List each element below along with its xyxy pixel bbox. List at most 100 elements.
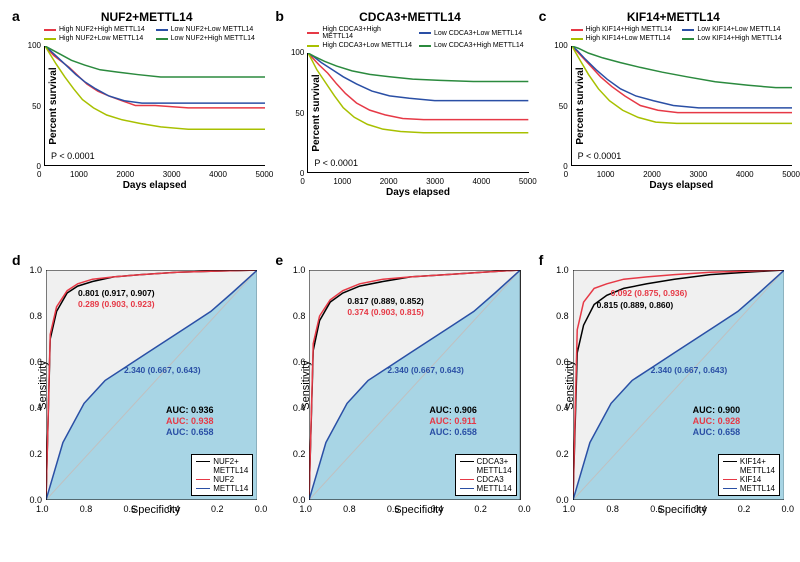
roc-legend-item: METTL14 (196, 484, 248, 493)
roc-legend-item: METTL14 (196, 466, 248, 475)
ytick: 0.4 (287, 403, 305, 413)
xtick: 5000 (782, 170, 800, 179)
xtick: 0.4 (694, 504, 707, 514)
panel-c: c KIF14+METTL14 High KIF14+High METTL14 L… (535, 8, 792, 246)
panel-f-chart: Sensitivity 1.00.80.60.40.20.0 1.00.80.6… (573, 270, 784, 500)
panel-e-label: e (275, 252, 283, 268)
roc-auc: AUC: 0.658 (166, 427, 214, 437)
roc-auc: AUC: 0.658 (693, 427, 741, 437)
legend-swatch (460, 461, 474, 463)
ytick: 1.0 (551, 265, 569, 275)
ytick: 100 (23, 41, 41, 50)
legend-label: High NUF2+High METTL14 (59, 26, 145, 33)
panel-c-xlabel: Days elapsed (571, 180, 792, 191)
panel-c-label: c (539, 8, 547, 24)
roc-annotation: 2.340 (0.667, 0.643) (124, 365, 201, 375)
xtick: 2000 (643, 170, 661, 179)
legend-item: Low KIF14+Low METTL14 (682, 26, 788, 33)
xtick: 0.2 (474, 504, 487, 514)
legend-label: Low KIF14+High METTL14 (697, 35, 782, 42)
legend-swatch (571, 38, 583, 40)
legend-label: CDCA3 (477, 475, 504, 484)
ytick: 100 (550, 41, 568, 50)
legend-swatch (460, 488, 474, 490)
panel-a-chart: Percent survival 100500 0100020003000400… (44, 46, 265, 166)
ytick: 0.2 (24, 449, 42, 459)
roc-auc: AUC: 0.900 (693, 405, 741, 415)
panel-b-xlabel: Days elapsed (307, 187, 528, 198)
panel-a-curves (45, 46, 265, 165)
ytick: 0.4 (24, 403, 42, 413)
legend-sublabel: METTL14 (740, 466, 775, 475)
roc-legend-item: METTL14 (723, 484, 775, 493)
legend-label: Low NUF2+Low METTL14 (171, 26, 254, 33)
xtick: 0.8 (606, 504, 619, 514)
ytick: 0.8 (24, 311, 42, 321)
legend-swatch (419, 32, 431, 34)
legend-sublabel: METTL14 (213, 466, 248, 475)
ytick: 50 (550, 102, 568, 111)
legend-item: Low NUF2+High METTL14 (156, 35, 262, 42)
legend-item: Low CDCA3+Low METTL14 (419, 26, 525, 40)
legend-item: Low CDCA3+High METTL14 (419, 42, 525, 49)
roc-auc: AUC: 0.936 (166, 405, 214, 415)
panel-d-legend: NUF2+METTL14NUF2METTL14 (191, 454, 253, 496)
panel-d-xticks: 1.00.80.60.40.20.0 (36, 504, 267, 514)
panel-d-chart: Sensitivity 1.00.80.60.40.20.0 1.00.80.6… (46, 270, 257, 500)
legend-item: High CDCA3+High METTL14 (307, 26, 413, 40)
panel-a-xlabel: Days elapsed (44, 180, 265, 191)
ytick: 0.6 (287, 357, 305, 367)
roc-legend-item: CDCA3+ (460, 457, 512, 466)
roc-legend-item: NUF2+ (196, 457, 248, 466)
xtick: 0 (37, 170, 41, 179)
ytick: 50 (286, 109, 304, 118)
panel-f: f Sensitivity 1.00.80.60.40.20.0 1.00.80… (535, 252, 792, 552)
xtick: 1.0 (563, 504, 576, 514)
legend-item: High KIF14+Low METTL14 (571, 35, 677, 42)
legend-label: High CDCA3+Low METTL14 (322, 42, 412, 49)
xtick: 0.2 (211, 504, 224, 514)
xtick: 0.4 (167, 504, 180, 514)
legend-label: KIF14+ (740, 457, 766, 466)
xtick: 2000 (116, 170, 134, 179)
xtick: 1000 (70, 170, 88, 179)
legend-label: METTL14 (213, 484, 248, 493)
xtick: 0.0 (255, 504, 268, 514)
panel-a-xticks: 010002000300040005000 (37, 170, 273, 179)
roc-legend-item: KIF14+ (723, 457, 775, 466)
ytick: 0.4 (551, 403, 569, 413)
panel-a-legend: High NUF2+High METTL14 Low NUF2+Low METTL… (44, 26, 261, 42)
xtick: 0.6 (650, 504, 663, 514)
xtick: 3000 (426, 177, 444, 186)
legend-sublabel: METTL14 (477, 466, 512, 475)
xtick: 0.8 (343, 504, 356, 514)
panel-b: b CDCA3+METTL14 High CDCA3+High METTL14L… (271, 8, 528, 246)
legend-label: Low CDCA3+Low METTL14 (434, 30, 522, 37)
ytick: 1.0 (287, 265, 305, 275)
legend-label: High KIF14+High METTL14 (586, 26, 672, 33)
roc-auc: AUC: 0.938 (166, 416, 214, 426)
xtick: 2000 (380, 177, 398, 186)
legend-item: High KIF14+High METTL14 (571, 26, 677, 33)
xtick: 1000 (333, 177, 351, 186)
xtick: 0.0 (781, 504, 794, 514)
legend-label: High KIF14+Low METTL14 (586, 35, 671, 42)
legend-label: High NUF2+Low METTL14 (59, 35, 143, 42)
ytick: 50 (23, 102, 41, 111)
roc-legend-item: NUF2 (196, 475, 248, 484)
legend-swatch (196, 461, 210, 463)
panel-a: a NUF2+METTL14 High NUF2+High METTL14Low… (8, 8, 265, 246)
panel-f-legend: KIF14+METTL14KIF14METTL14 (718, 454, 780, 496)
panel-d-yticks: 1.00.80.60.40.20.0 (24, 265, 42, 505)
legend-swatch (723, 479, 737, 481)
panel-f-xticks: 1.00.80.60.40.20.0 (563, 504, 794, 514)
panel-c-legend: High KIF14+High METTL14 Low KIF14+Low MET… (571, 26, 788, 42)
panel-c-xticks: 010002000300040005000 (564, 170, 800, 179)
panel-c-yticks: 100500 (550, 41, 568, 171)
roc-auc: AUC: 0.658 (429, 427, 477, 437)
panel-c-curves (572, 46, 792, 165)
panel-c-title: KIF14+METTL14 (555, 10, 792, 24)
roc-legend-item: METTL14 (460, 484, 512, 493)
ytick: 0.6 (551, 357, 569, 367)
legend-label: NUF2+ (213, 457, 239, 466)
